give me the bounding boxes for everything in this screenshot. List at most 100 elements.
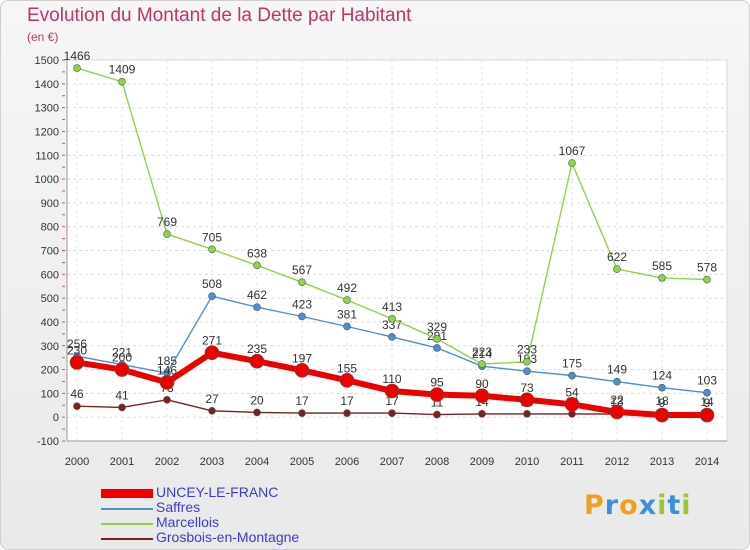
data-label: 492	[337, 281, 357, 295]
data-label: 200	[112, 351, 132, 365]
data-point	[654, 407, 670, 423]
data-point	[388, 315, 396, 323]
y-tick-label: 900	[41, 198, 59, 210]
x-tick-label: 2003	[200, 456, 224, 468]
data-point	[253, 261, 261, 270]
data-label: 329	[427, 320, 447, 334]
data-label: 381	[337, 307, 357, 321]
legend-label: UNCEY-LE-FRANC	[156, 484, 279, 500]
logo-letter: o	[619, 490, 639, 521]
data-point	[429, 387, 445, 402]
y-tick-label: 1200	[35, 126, 59, 138]
data-label: 423	[292, 297, 312, 311]
y-tick-label: 400	[41, 317, 59, 329]
data-point	[523, 367, 531, 376]
data-point	[519, 392, 535, 408]
data-label: 90	[475, 377, 489, 391]
data-point	[118, 77, 126, 86]
y-tick-label: -100	[37, 436, 59, 448]
data-label: 103	[697, 374, 717, 388]
data-point	[474, 388, 490, 404]
data-point	[568, 159, 576, 167]
data-point	[658, 383, 666, 392]
data-point	[343, 322, 351, 331]
data-label: 22	[610, 393, 624, 407]
data-point	[163, 230, 171, 238]
data-point	[298, 312, 306, 321]
y-tick-label: 200	[41, 365, 59, 377]
data-point	[249, 353, 265, 369]
data-label: 155	[337, 361, 357, 375]
y-tick-label: 100	[41, 388, 59, 400]
data-point	[523, 357, 531, 366]
data-point	[339, 372, 355, 388]
data-point	[478, 410, 486, 418]
data-label: 1409	[109, 63, 136, 77]
data-point	[253, 408, 261, 417]
y-tick-label: 500	[41, 293, 59, 305]
data-label: 769	[157, 215, 177, 229]
data-point	[114, 362, 130, 377]
data-point	[703, 388, 711, 397]
data-label: 185	[157, 354, 177, 368]
data-point	[298, 278, 306, 286]
data-label: 221	[112, 346, 132, 360]
data-label: 9	[659, 396, 666, 410]
data-point	[613, 377, 621, 386]
data-point	[73, 64, 81, 72]
data-point	[343, 409, 351, 417]
data-point	[433, 410, 441, 419]
data-label: 20	[250, 393, 264, 407]
logo-letter: t	[667, 490, 682, 521]
x-tick-label: 2012	[605, 456, 629, 468]
data-point	[294, 362, 310, 378]
data-label: 41	[115, 388, 129, 402]
data-label: 622	[607, 250, 627, 264]
data-label: 235	[247, 342, 267, 356]
data-label: 73	[520, 381, 534, 395]
y-tick-label: 1000	[35, 174, 59, 186]
data-point	[118, 403, 126, 412]
data-point	[208, 245, 216, 254]
data-label: 271	[202, 334, 222, 348]
data-point	[73, 402, 81, 411]
data-point	[658, 274, 666, 282]
data-point	[384, 383, 400, 399]
data-label: 27	[205, 392, 219, 406]
data-label: 578	[697, 261, 717, 275]
x-tick-label: 2014	[695, 456, 719, 468]
data-point	[159, 375, 175, 390]
data-point	[388, 333, 396, 341]
data-label: 146	[157, 363, 177, 377]
legend-swatch	[101, 507, 153, 510]
x-tick-label: 2009	[470, 456, 494, 468]
data-label: 256	[67, 337, 87, 351]
data-label: 230	[67, 343, 87, 357]
y-tick-label: 800	[41, 222, 59, 234]
x-tick-label: 2006	[335, 456, 359, 468]
y-tick-label: 1100	[35, 150, 59, 162]
data-label: 413	[382, 300, 402, 314]
data-point	[699, 407, 715, 423]
legend-label: Saffres	[156, 499, 201, 515]
data-label: 1466	[64, 49, 91, 63]
data-point	[204, 345, 220, 360]
data-label: 18	[655, 394, 669, 408]
data-point	[208, 292, 216, 301]
data-label: 54	[565, 385, 579, 399]
data-point	[253, 303, 261, 311]
data-point	[478, 360, 486, 368]
x-tick-label: 2002	[155, 456, 179, 468]
data-point	[564, 397, 580, 412]
data-label: 705	[202, 230, 222, 244]
data-point	[163, 396, 171, 404]
x-tick-label: 2013	[650, 456, 674, 468]
data-label: 17	[295, 394, 309, 408]
data-label: 46	[70, 387, 84, 401]
y-tick-label: 1400	[35, 79, 59, 91]
data-label: 17	[385, 394, 399, 408]
y-tick-label: 1500	[35, 55, 59, 67]
y-tick-label: 600	[41, 269, 59, 281]
data-label: 508	[202, 277, 222, 291]
